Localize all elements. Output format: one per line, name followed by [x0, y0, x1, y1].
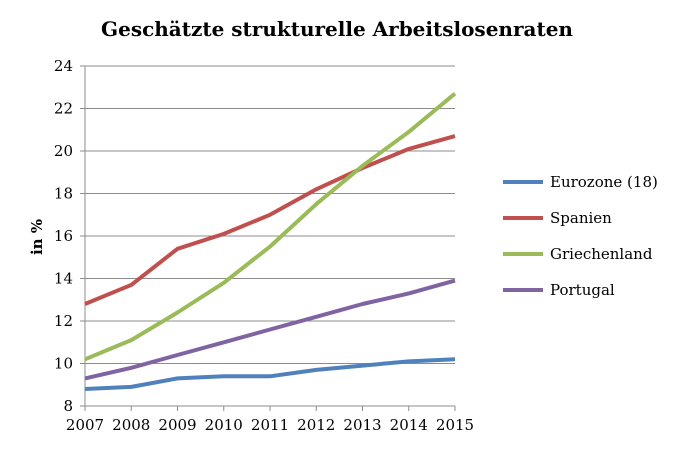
y-tick-label: 14: [54, 270, 73, 288]
x-tick-label: 2008: [112, 416, 150, 434]
y-tick-label: 18: [54, 185, 73, 203]
series-lines: [84, 92, 457, 391]
legend: Eurozone (18) Spanien Griechenland Portugal: [503, 173, 658, 299]
x-tick-label: 2007: [66, 416, 104, 434]
y-tick-label: 16: [54, 227, 73, 245]
series-line-portugal: [84, 278, 456, 381]
y-tick-label: 20: [54, 142, 73, 160]
legend-label: Eurozone (18): [550, 173, 658, 191]
axes: [80, 65, 456, 411]
series-line-griechenland: [84, 92, 457, 362]
x-tick-label: 2013: [343, 416, 381, 434]
legend-label: Griechenland: [550, 245, 653, 263]
y-tick-label: 10: [54, 355, 73, 373]
grid: [85, 65, 455, 364]
chart-title: Geschätzte strukturelle Arbeitslosenrate…: [101, 17, 573, 41]
tick-labels: 8 10 12 14 16 18 20 22 24 2007 2008 2009 2010 2011 201…: [54, 57, 474, 434]
series-line-eurozone-18: [84, 357, 456, 391]
x-tick-label: 2011: [251, 416, 289, 434]
x-tick-label: 2015: [436, 416, 474, 434]
y-tick-label: 12: [54, 312, 73, 330]
y-tick-label: 24: [54, 57, 73, 75]
series-line-spanien: [84, 134, 456, 306]
x-tick-label: 2014: [390, 416, 428, 434]
x-tick-label: 2012: [297, 416, 335, 434]
legend-label: Portugal: [550, 281, 615, 299]
y-tick-label: 8: [63, 397, 73, 415]
x-tick-label: 2009: [158, 416, 196, 434]
legend-label: Spanien: [550, 209, 612, 227]
y-tick-label: 22: [54, 100, 73, 118]
x-tick-label: 2010: [205, 416, 243, 434]
y-axis-label: in %: [28, 219, 46, 255]
